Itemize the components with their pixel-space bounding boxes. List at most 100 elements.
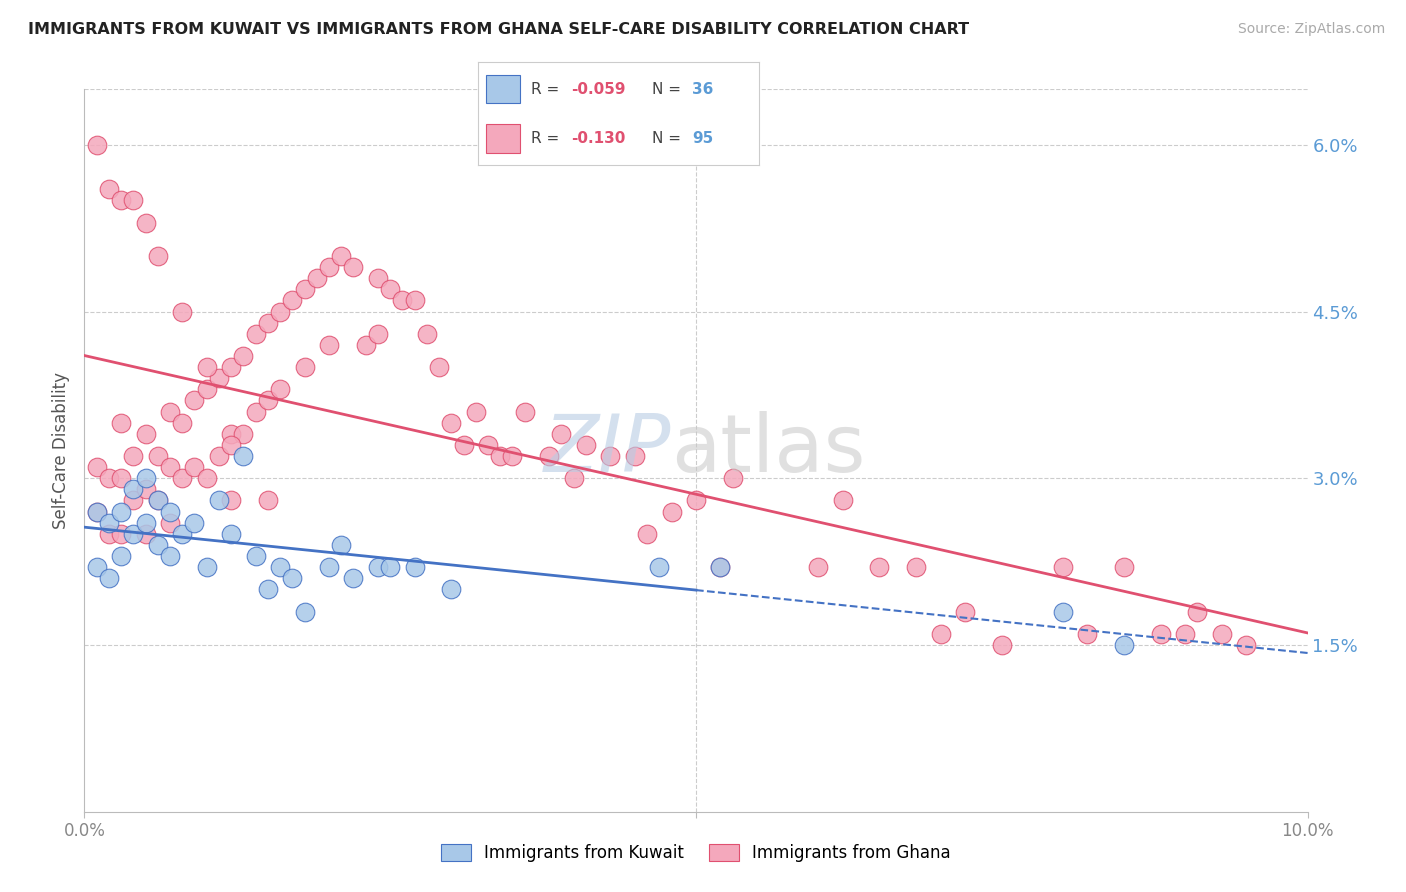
Point	[294, 605, 316, 619]
Point	[1114, 560, 1136, 574]
Point	[159, 516, 181, 530]
Point	[97, 526, 120, 541]
Point	[245, 326, 267, 341]
Point	[219, 426, 242, 441]
Point	[354, 338, 377, 352]
Point	[97, 516, 120, 530]
Point	[404, 560, 426, 574]
Point	[122, 194, 145, 208]
Point	[245, 549, 267, 563]
Point	[122, 526, 145, 541]
Point	[380, 282, 402, 296]
Point	[110, 526, 132, 541]
Point	[342, 260, 364, 274]
Text: 36: 36	[692, 81, 713, 96]
Point	[1076, 627, 1098, 641]
Point	[991, 638, 1014, 652]
Text: 95: 95	[692, 131, 713, 146]
Point	[281, 293, 304, 308]
Point	[159, 549, 181, 563]
Point	[367, 560, 389, 574]
Bar	[486, 124, 520, 153]
Point	[86, 137, 108, 152]
Point	[440, 416, 463, 430]
Text: IMMIGRANTS FROM KUWAIT VS IMMIGRANTS FROM GHANA SELF-CARE DISABILITY CORRELATION: IMMIGRANTS FROM KUWAIT VS IMMIGRANTS FRO…	[28, 22, 969, 37]
Point	[97, 471, 120, 485]
Point	[172, 526, 194, 541]
Point	[86, 460, 108, 475]
Point	[440, 582, 463, 597]
Point	[489, 449, 512, 463]
Point	[86, 560, 108, 574]
Point	[1052, 605, 1074, 619]
Point	[122, 449, 145, 463]
Point	[195, 471, 218, 485]
Point	[318, 260, 340, 274]
Point	[342, 571, 364, 585]
Point	[135, 483, 157, 497]
Point	[477, 438, 499, 452]
Point	[135, 516, 157, 530]
Point	[146, 538, 169, 552]
Point	[97, 571, 120, 585]
Point	[330, 249, 353, 263]
Point	[427, 360, 450, 375]
Point	[135, 471, 157, 485]
Point	[709, 560, 731, 574]
Point	[183, 460, 205, 475]
Point	[232, 449, 254, 463]
Text: ZIP: ZIP	[544, 411, 672, 490]
Point	[929, 627, 952, 641]
Point	[146, 249, 169, 263]
Point	[281, 571, 304, 585]
Point	[122, 493, 145, 508]
Text: N =: N =	[652, 131, 686, 146]
Point	[367, 326, 389, 341]
Point	[135, 216, 157, 230]
Point	[636, 526, 658, 541]
Point	[269, 304, 291, 318]
Point	[172, 304, 194, 318]
Point	[538, 449, 561, 463]
Y-axis label: Self-Care Disability: Self-Care Disability	[52, 372, 70, 529]
Text: N =: N =	[652, 81, 686, 96]
Point	[208, 371, 231, 385]
Point	[648, 560, 671, 574]
Legend: Immigrants from Kuwait, Immigrants from Ghana: Immigrants from Kuwait, Immigrants from …	[434, 837, 957, 869]
Point	[110, 416, 132, 430]
Point	[269, 382, 291, 396]
Text: atlas: atlas	[672, 411, 866, 490]
Point	[318, 560, 340, 574]
Point	[367, 271, 389, 285]
Point	[513, 404, 536, 418]
Point	[831, 493, 853, 508]
Point	[1114, 638, 1136, 652]
Point	[86, 505, 108, 519]
Point	[599, 449, 621, 463]
Point	[135, 526, 157, 541]
Point	[453, 438, 475, 452]
Point	[905, 560, 928, 574]
Point	[183, 393, 205, 408]
Point	[624, 449, 647, 463]
Point	[172, 471, 194, 485]
Point	[1211, 627, 1233, 641]
Point	[122, 483, 145, 497]
Point	[219, 438, 242, 452]
Point	[195, 560, 218, 574]
Point	[257, 316, 280, 330]
Text: -0.059: -0.059	[571, 81, 626, 96]
Point	[195, 360, 218, 375]
Point	[953, 605, 976, 619]
Point	[1052, 560, 1074, 574]
Point	[1236, 638, 1258, 652]
Point	[159, 404, 181, 418]
Point	[464, 404, 486, 418]
Point	[380, 560, 402, 574]
Text: R =: R =	[531, 131, 565, 146]
Point	[1174, 627, 1197, 641]
Point	[391, 293, 413, 308]
Point	[219, 493, 242, 508]
Point	[110, 194, 132, 208]
Point	[404, 293, 426, 308]
